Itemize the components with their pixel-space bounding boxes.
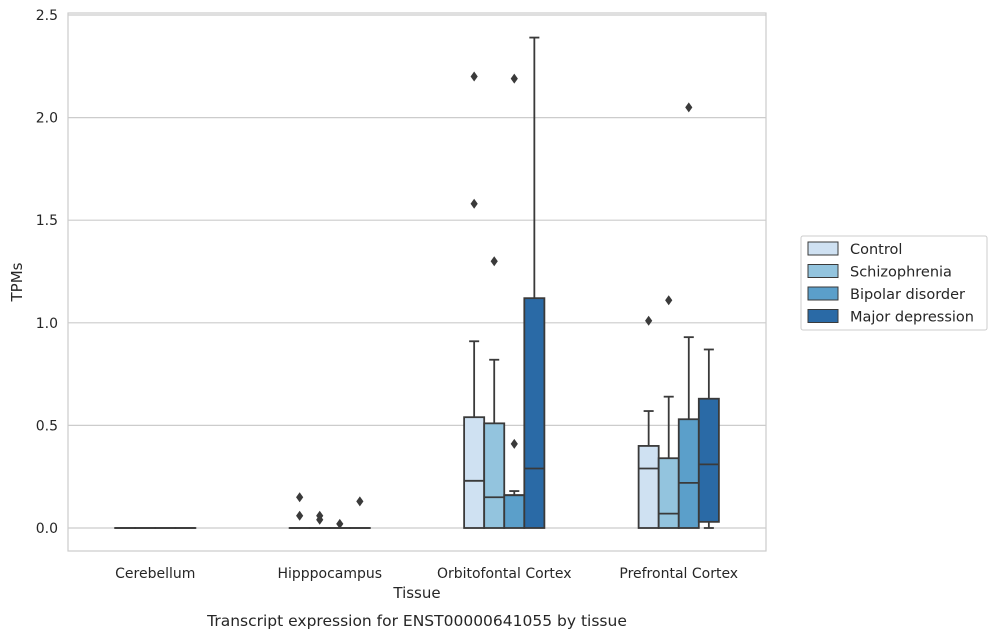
box-2-0 [463, 71, 486, 529]
x-tick-label: Prefrontal Cortex [619, 566, 738, 582]
box-1-3 [348, 496, 371, 529]
outlier-point [685, 102, 693, 113]
box-groups [114, 36, 720, 529]
legend-label: Schizophrenia [850, 265, 952, 281]
box-2-2 [503, 73, 526, 529]
y-tick-label: 1.0 [36, 316, 58, 332]
outlier-point [665, 295, 673, 306]
box-3-3 [697, 348, 720, 529]
legend-swatch [807, 241, 839, 256]
plot-area-frame [67, 12, 767, 552]
y-tick-label: 2.5 [36, 8, 58, 24]
chart-caption: Transcript expression for ENST0000064105… [206, 612, 627, 630]
outlier-point [645, 315, 653, 326]
y-tick-label: 0.5 [36, 418, 58, 434]
outlier-point [510, 73, 518, 84]
outlier-point [316, 510, 324, 521]
box-body [463, 416, 486, 529]
x-tick-label: Hipppocampus [277, 566, 382, 582]
box-body [657, 457, 680, 529]
outlier-point [490, 256, 498, 267]
box-body [697, 397, 720, 523]
box-body [483, 422, 506, 529]
outlier-point [510, 438, 518, 449]
box-body [637, 445, 660, 529]
outlier-point [336, 518, 344, 529]
legend-swatch [807, 264, 839, 278]
box-1-2 [328, 518, 351, 529]
box-2-1 [483, 256, 506, 529]
box-2-3 [523, 36, 546, 529]
y-tick-labels: 0.0 0.5 1.0 1.5 2.0 2.5 [36, 8, 58, 537]
x-axis-label: Tissue [392, 584, 440, 602]
y-axis-label: TPMs [8, 262, 26, 302]
legend-label: Control [850, 242, 902, 258]
box-body [503, 494, 526, 529]
y-tick-label: 0.0 [36, 521, 58, 537]
box-3-0 [637, 315, 660, 529]
y-tick-label: 2.0 [36, 111, 58, 127]
legend: Control Schizophrenia Bipolar disorder Majo… [800, 235, 988, 331]
x-tick-label: Cerebellum [115, 566, 195, 582]
legend-swatch [807, 286, 839, 301]
box-3-2 [677, 102, 700, 529]
box-body [677, 418, 700, 529]
box-body [523, 297, 546, 529]
legend-frame [800, 235, 988, 331]
outlier-point [470, 198, 478, 209]
x-tick-label: Orbitofontal Cortex [437, 566, 572, 582]
y-tick-label: 1.5 [36, 213, 58, 229]
legend-label: Bipolar disorder [850, 287, 965, 303]
outlier-point [296, 492, 304, 503]
outlier-point [296, 510, 304, 521]
outlier-point [470, 71, 478, 82]
legend-swatch [807, 309, 839, 323]
outlier-point [356, 496, 364, 507]
legend-label: Major depression [850, 310, 974, 326]
x-tick-labels: Cerebellum Hipppocampus Orbitofontal Corte… [115, 566, 738, 582]
